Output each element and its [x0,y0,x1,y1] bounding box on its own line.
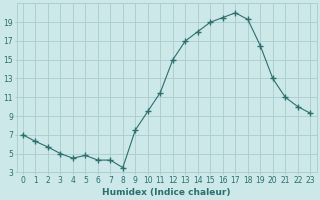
X-axis label: Humidex (Indice chaleur): Humidex (Indice chaleur) [102,188,231,197]
